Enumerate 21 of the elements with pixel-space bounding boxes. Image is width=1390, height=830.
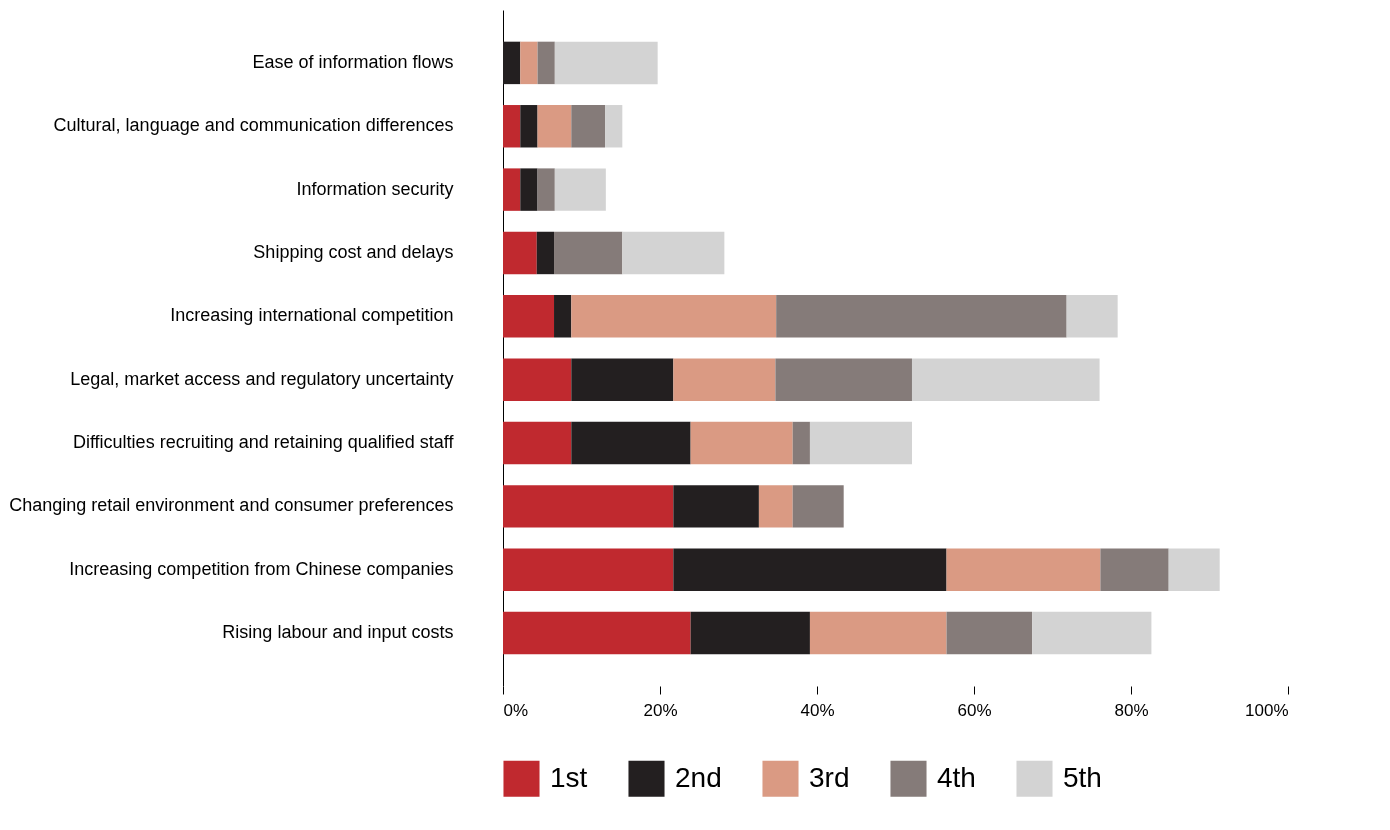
x-tick-label: 100% [1245, 700, 1289, 720]
x-tick-label: 80% [1114, 700, 1149, 720]
legend-label: 5th [1063, 761, 1102, 793]
x-tick-label: 20% [643, 700, 678, 720]
y-tick-label: Shipping cost and delays [253, 241, 454, 262]
y-tick-label: Cultural, language and communication differences [53, 115, 454, 136]
x-tick-label: 60% [957, 700, 992, 720]
y-tick-label: Changing retail environment and consumer preferences [9, 495, 454, 516]
y-tick-label: Ease of information flows [252, 51, 454, 72]
legend-label: 4th [937, 761, 976, 793]
x-tick-label: 0% [503, 700, 529, 720]
legend-label: 3rd [809, 761, 850, 793]
y-tick-label: Increasing competition from Chinese companies [69, 558, 454, 579]
y-tick-label: Increasing international competition [170, 305, 454, 326]
y-tick-label: Legal, market access and regulatory uncertainty [70, 368, 454, 389]
y-tick-label: Difficulties recruiting and retaining qualified staff [72, 432, 455, 453]
y-tick-label: Information security [296, 178, 454, 199]
legend-label: 1st [550, 761, 588, 793]
x-tick-label: 40% [800, 700, 835, 720]
y-tick-label: Rising labour and input costs [222, 622, 454, 643]
legend-label: 2nd [675, 761, 722, 793]
